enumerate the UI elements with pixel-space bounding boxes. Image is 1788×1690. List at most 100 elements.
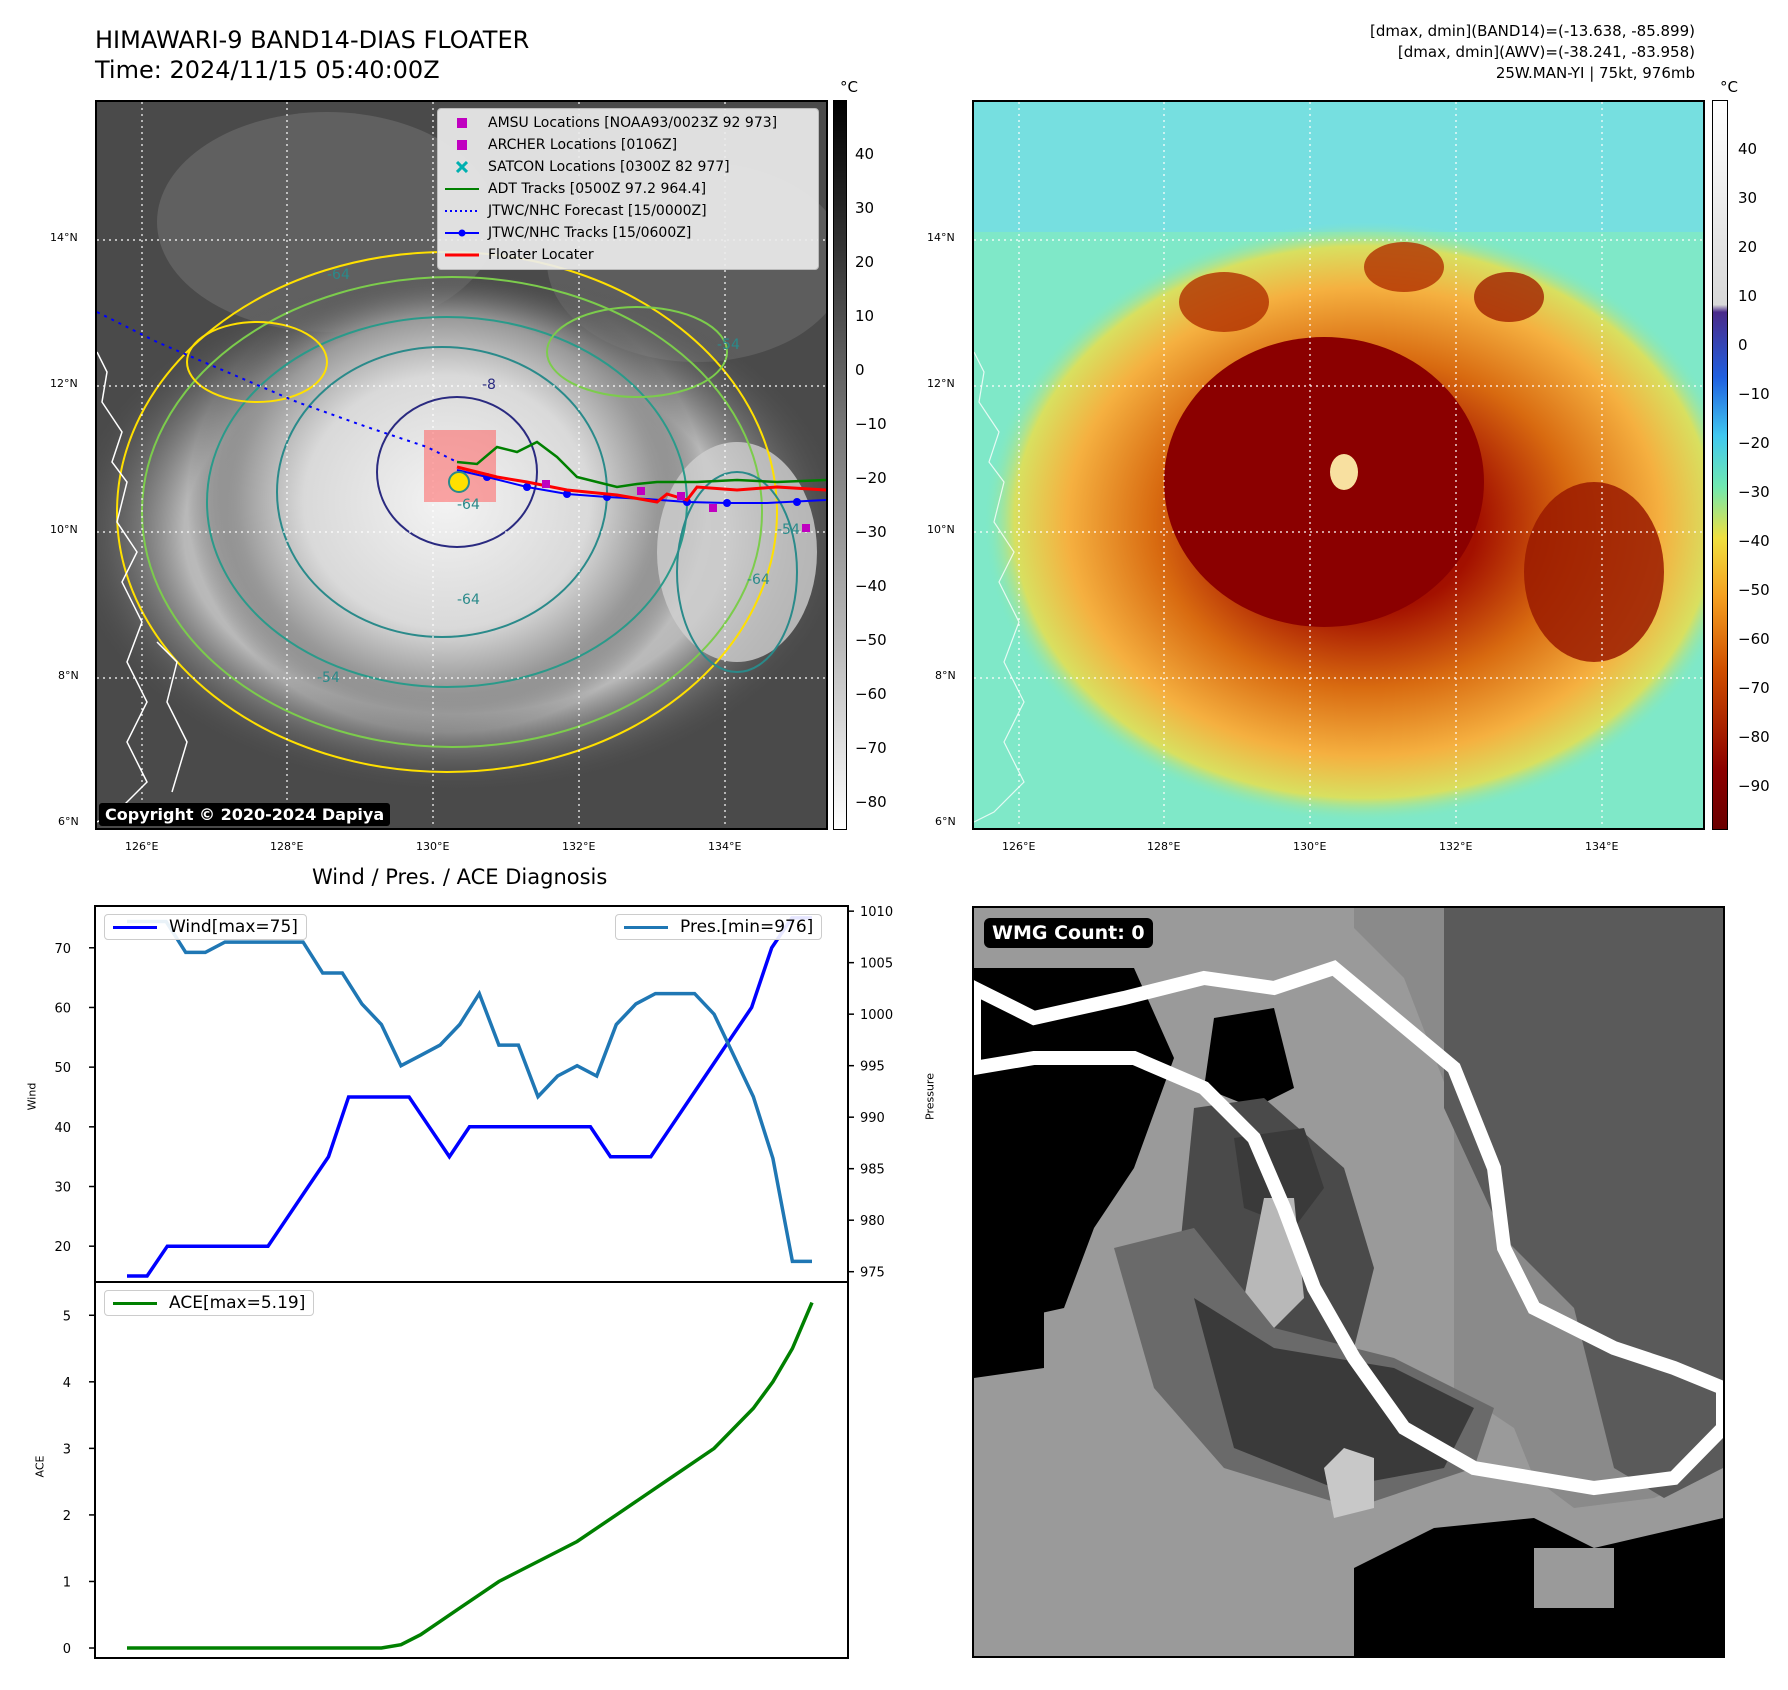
colorbar-left-tick: −40 [855, 577, 887, 595]
contour-label: -8 [482, 377, 496, 393]
lat-tick: 12°N [927, 377, 955, 390]
contour-label: -54 [717, 337, 740, 353]
wind-legend-line [113, 925, 157, 929]
lon-tick: 126°E [125, 840, 159, 853]
adt-track [456, 440, 826, 489]
wind-series-line [127, 916, 812, 1278]
pressure-legend-line [624, 925, 668, 929]
y-tick-label: 40 [54, 1121, 71, 1136]
contour-label: -64 [747, 572, 770, 588]
contour-label: -64 [457, 592, 480, 608]
lat-tick: 10°N [927, 523, 955, 536]
wind-pressure-axes [94, 905, 849, 1283]
pressure-legend: Pres.[min=976] [615, 914, 823, 940]
y-tick-label: 60 [54, 1001, 71, 1016]
colorbar-right-tick: −10 [1738, 385, 1770, 403]
blue-dotted-line-icon [444, 200, 480, 222]
y-tick-label: 2 [63, 1509, 71, 1524]
colorbar-right-tick: −30 [1738, 483, 1770, 501]
colorbar-right-unit: °C [1720, 78, 1738, 96]
wind-axis-label: Wind [25, 1082, 39, 1111]
awv-color-map [972, 100, 1705, 830]
y-tick-label: 1010 [860, 905, 893, 920]
contour-label: -54 [317, 670, 340, 686]
contour-label: -64 [327, 267, 350, 283]
lon-tick: 126°E [1002, 840, 1036, 853]
legend-item-forecast: JTWC/NHC Forecast [15/0000Z] [438, 200, 818, 222]
colorbar-right-tick: 20 [1738, 238, 1758, 256]
legend-item-adt: ADT Tracks [0500Z 97.2 964.4] [438, 178, 818, 200]
colorbar-left-tick: −10 [855, 415, 887, 433]
y-tick-label: 1000 [860, 1008, 893, 1023]
wmg-count-badge: WMG Count: 0 [984, 918, 1153, 948]
legend-item-archer: ARCHER Locations [0106Z] [438, 134, 818, 156]
colorbar-left-tick: 30 [855, 199, 875, 217]
dmax-dmin-awv: [dmax, dmin](AWV)=(-38.241, -83.958) [1397, 43, 1695, 61]
lat-tick: 14°N [50, 231, 78, 244]
contour-label: -54 [777, 522, 800, 538]
figure-title: HIMAWARI-9 BAND14-DIAS FLOATER [95, 26, 530, 54]
y-tick-label: 0 [63, 1642, 71, 1657]
pressure-series-line [127, 919, 812, 1264]
lon-tick: 128°E [270, 840, 304, 853]
lon-tick: 128°E [1147, 840, 1181, 853]
colorbar-left-unit: °C [840, 78, 858, 96]
colorbar-right-tick: −40 [1738, 532, 1770, 550]
magenta-square-icon [444, 134, 480, 156]
colorbar-right-tick: −90 [1738, 777, 1770, 795]
figure-time: Time: 2024/11/15 05:40:00Z [95, 56, 440, 84]
colorbar-right-tick: −20 [1738, 434, 1770, 452]
y-tick-label: 3 [63, 1442, 71, 1457]
y-tick-label: 4 [63, 1376, 71, 1391]
magenta-square-icon [444, 112, 480, 134]
map-legend: AMSU Locations [NOAA93/0023Z 92 973] ARC… [437, 108, 819, 270]
y-tick-label: 1 [63, 1575, 71, 1590]
colorbar-left-tick: −60 [855, 685, 887, 703]
legend-item-amsu: AMSU Locations [NOAA93/0023Z 92 973] [438, 112, 818, 134]
lat-tick: 10°N [50, 523, 78, 536]
red-line-icon [444, 244, 480, 266]
colorbar-left-tick: 40 [855, 145, 875, 163]
y-tick-label: 995 [860, 1060, 885, 1075]
ir-grayscale-map: -64 -54 -64 -54 -64 -54 -64 -8 AMSU Loca… [95, 100, 828, 830]
colorbar-left-tick: −20 [855, 469, 887, 487]
y-tick-label: 70 [54, 942, 71, 957]
y-tick-label: 990 [860, 1111, 885, 1126]
lat-tick: 6°N [935, 815, 956, 828]
ace-legend-line [113, 1301, 157, 1305]
colorbar-left-tick: −50 [855, 631, 887, 649]
colorbar-left-tick: −30 [855, 523, 887, 541]
lon-tick: 130°E [416, 840, 450, 853]
diagnosis-title: Wind / Pres. / ACE Diagnosis [312, 865, 608, 889]
y-tick-label: 20 [54, 1240, 71, 1255]
storm-info: 25W.MAN-YI | 75kt, 976mb [1495, 64, 1695, 82]
colorbar-right-tick: −80 [1738, 728, 1770, 746]
ace-series-line [127, 1301, 814, 1650]
lat-tick: 8°N [58, 669, 79, 682]
lon-tick: 130°E [1293, 840, 1327, 853]
ace-legend: ACE[max=5.19] [104, 1290, 315, 1316]
lon-tick: 134°E [1585, 840, 1619, 853]
ace-axis-label: ACE [33, 1455, 47, 1478]
cyan-x-icon [444, 156, 480, 178]
blue-line-dot-icon [444, 222, 480, 244]
colorbar-right-tick: −70 [1738, 679, 1770, 697]
colorbar-left-tick: 0 [855, 361, 865, 379]
wmg-panel: WMG Count: 0 [972, 906, 1725, 1658]
colorbar-right-tick: −60 [1738, 630, 1770, 648]
colorbar-left-tick: −80 [855, 793, 887, 811]
y-tick-label: 30 [54, 1181, 71, 1196]
green-line-icon [444, 178, 480, 200]
lat-tick: 12°N [50, 377, 78, 390]
y-tick-label: 975 [860, 1266, 885, 1281]
lat-tick: 8°N [935, 669, 956, 682]
colorbar-right-tick: 10 [1738, 287, 1758, 305]
lat-tick: 14°N [927, 231, 955, 244]
colorbar-left-tick: 20 [855, 253, 875, 271]
copyright-label: Copyright © 2020-2024 Dapiya [99, 803, 391, 826]
y-tick-label: 50 [54, 1061, 71, 1076]
legend-item-floater: Floater Locater [438, 244, 818, 266]
y-tick-label: 1005 [860, 957, 893, 972]
legend-item-satcon: SATCON Locations [0300Z 82 977] [438, 156, 818, 178]
